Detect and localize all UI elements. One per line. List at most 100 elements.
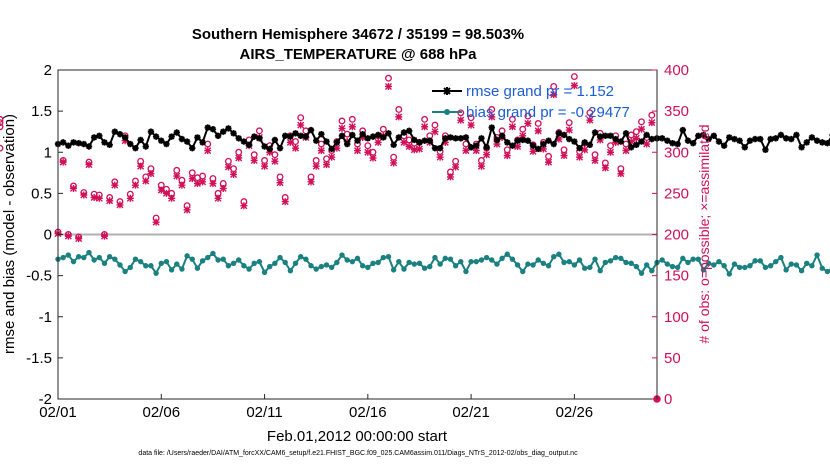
obs-assimilated-point (75, 235, 83, 243)
rmse-point (266, 145, 273, 153)
obs-assimilated-point (457, 116, 465, 124)
bias-point (137, 258, 144, 265)
obs-assimilated-point (147, 170, 155, 178)
bias-point (406, 259, 412, 266)
obs-possible-point (235, 148, 243, 156)
rmse-point (493, 136, 501, 144)
bias-point (664, 261, 671, 267)
rmse-point (282, 132, 289, 139)
obs-possible-point (565, 119, 573, 127)
bias-point (793, 262, 800, 268)
rmse-point (591, 129, 599, 136)
obs-possible-point (276, 173, 284, 181)
series-lines (54, 124, 830, 277)
bias-point (287, 267, 294, 274)
rmse-point (292, 130, 299, 137)
bias-point (230, 260, 237, 266)
rmse-point (658, 135, 666, 142)
bias-point (416, 260, 423, 266)
bias-point (747, 263, 753, 269)
obs-possible-point (178, 176, 186, 184)
bias-point (597, 267, 603, 274)
obs-assimilated-point (152, 218, 160, 226)
bias-point (690, 256, 696, 262)
obs-possible-point (80, 189, 88, 197)
obs-possible-point (281, 194, 289, 201)
rmse-point (689, 140, 697, 147)
obs-assimilated-point (421, 123, 429, 131)
obs-assimilated-point (214, 194, 222, 202)
bias-point (297, 254, 304, 260)
right-axis-label: # of obs: o=possible; ×=assimilated (696, 124, 712, 343)
rmse-point (813, 137, 821, 144)
bias-point (514, 262, 521, 268)
obs-assimilated-point (477, 162, 485, 170)
bias-point (535, 257, 541, 263)
obs-possible-point (550, 82, 558, 90)
bias-point (143, 263, 149, 269)
bias-point (132, 256, 139, 262)
bias-point (318, 263, 325, 270)
rmse-point (101, 139, 108, 146)
obs-assimilated-point (323, 161, 331, 169)
obs-possible-point (338, 117, 346, 125)
obs-assimilated-point (415, 145, 423, 153)
rmse-point (648, 135, 656, 143)
rmse-point (411, 136, 418, 144)
bias-point (267, 263, 273, 270)
obs-possible-point (385, 74, 392, 82)
obs-assimilated-point (410, 146, 418, 154)
bias-point (396, 258, 402, 265)
left-tick-label: 0 (44, 227, 52, 244)
bias-point (711, 262, 717, 268)
rmse-point (194, 134, 201, 141)
rmse-point (343, 140, 351, 148)
bias-point (328, 264, 335, 271)
obs-possible-point (317, 140, 325, 148)
bias-point (731, 261, 738, 267)
rmse-point (132, 144, 139, 152)
obs-possible-point (199, 172, 207, 180)
obs-assimilated-point (59, 158, 67, 166)
obs-assimilated-point (173, 172, 181, 180)
obs-possible-point (188, 169, 196, 177)
obs-assimilated-point (240, 202, 248, 210)
obs-assimilated-point (204, 147, 212, 155)
rmse-point (209, 126, 217, 133)
rmse-point (173, 129, 180, 136)
rmse-point (152, 133, 160, 140)
obs-possible-point (59, 157, 67, 164)
bias-point (220, 256, 226, 262)
obs-assimilated-point (271, 157, 279, 165)
obs-assimilated-point (452, 163, 460, 171)
obs-possible-point (157, 181, 165, 189)
bias-point (587, 264, 593, 271)
bias-point (60, 254, 66, 261)
rmse-point (90, 134, 98, 141)
rmse-point (168, 133, 175, 140)
bias-point (96, 254, 103, 261)
rmse-point (261, 143, 268, 150)
legend-marker (443, 87, 451, 95)
left-tick-label: -1.5 (26, 350, 52, 367)
rmse-point (338, 132, 346, 139)
x-tick-label: 02/01 (39, 404, 77, 421)
bias-point (349, 258, 356, 265)
obs-assimilated-point (209, 180, 217, 188)
obs-possible-point (503, 146, 511, 154)
obs-possible-point (168, 189, 176, 197)
rmse-point (400, 129, 408, 136)
bias-point (292, 260, 299, 266)
bias-point (401, 266, 407, 272)
rmse-point (240, 138, 248, 145)
obs-assimilated-point (276, 179, 284, 187)
bias-point (824, 268, 830, 275)
bias-point (680, 255, 686, 262)
obs-assimilated-point (601, 164, 609, 172)
chart-title-line2: AIRS_TEMPERATURE @ 688 hPa (239, 46, 477, 63)
bias-point (323, 262, 330, 268)
bias-point (81, 254, 87, 261)
bias-point (468, 258, 474, 265)
rmse-point (483, 144, 490, 151)
rmse-point (230, 130, 237, 137)
